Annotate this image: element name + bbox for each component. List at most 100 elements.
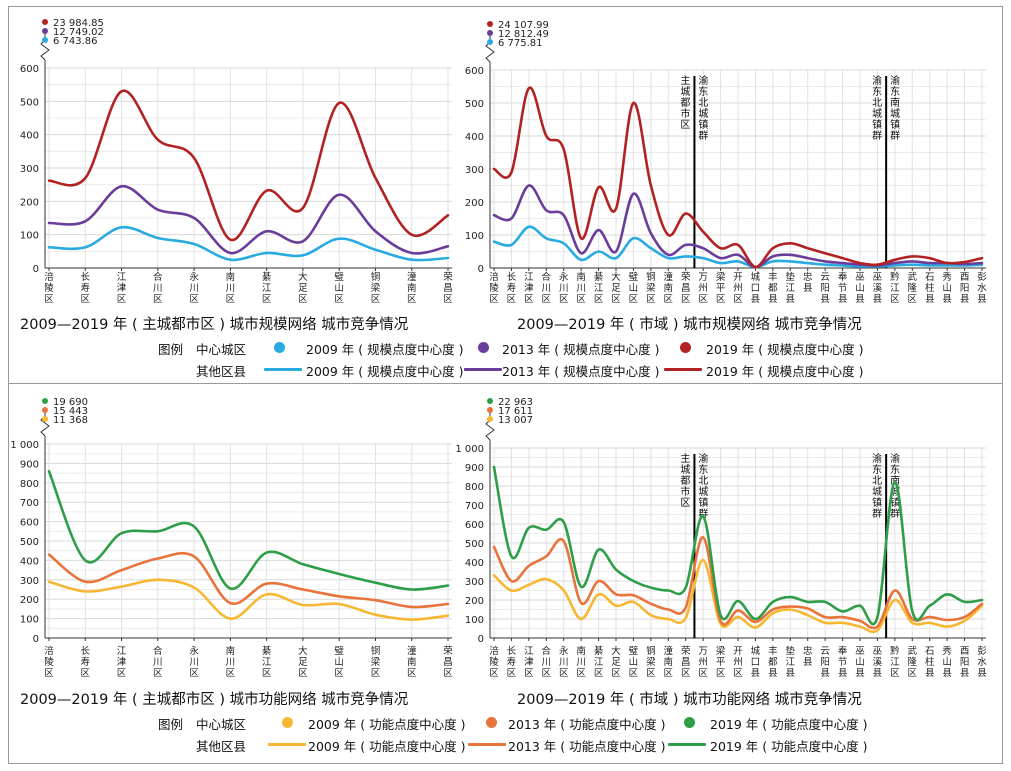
data-point [338, 102, 340, 104]
data-point [911, 610, 914, 613]
axis-break [40, 407, 50, 437]
x-tick-label: 巫 [873, 646, 883, 657]
data-point [981, 257, 983, 259]
y-tick-label: 900 [20, 459, 39, 470]
data-point [719, 614, 722, 616]
data-point [493, 168, 495, 170]
axis-break-marker [42, 398, 48, 404]
data-point [580, 585, 582, 588]
data-point [859, 625, 861, 628]
x-tick-label: 都 [768, 283, 778, 294]
x-tick-label: 永 [559, 271, 569, 283]
data-point [632, 594, 635, 597]
data-point [229, 587, 232, 590]
data-point [859, 620, 861, 622]
region-label: 群 [890, 129, 900, 142]
x-tick-label: 璧 [629, 645, 639, 657]
region-label: 群 [698, 129, 708, 142]
x-tick-label: 区 [890, 294, 900, 305]
x-tick-label: 梁 [371, 282, 381, 294]
data-point [615, 568, 617, 571]
x-tick-label: 隆 [908, 282, 918, 294]
x-tick-label: 涪 [489, 645, 499, 657]
data-point [120, 185, 123, 188]
data-point [545, 135, 548, 137]
data-point [737, 616, 739, 618]
x-tick-label: 璧 [629, 271, 639, 283]
data-point [981, 262, 983, 264]
data-point [302, 254, 304, 257]
x-tick-label: 南 [576, 271, 586, 283]
x-tick-label: 区 [576, 294, 586, 305]
data-point [806, 601, 809, 603]
x-tick-label: 区 [81, 668, 91, 679]
x-tick-label: 柱 [925, 282, 935, 294]
x-tick-label: 山 [629, 657, 639, 668]
x-tick-label: 江 [786, 657, 796, 668]
x-tick-label: 县 [820, 668, 830, 679]
x-tick-label: 陵 [44, 657, 54, 668]
x-tick-label: 合 [153, 271, 163, 283]
x-tick-label: 县 [768, 668, 778, 679]
x-tick-label: 区 [629, 294, 639, 305]
legend-line [668, 743, 706, 746]
data-point [447, 584, 449, 587]
region-label: 市 [680, 107, 690, 120]
data-point [911, 260, 914, 263]
data-point [302, 240, 304, 243]
y-tick-label: 100 [20, 231, 39, 242]
data-point [338, 193, 340, 196]
data-point [650, 184, 652, 187]
data-point [615, 257, 617, 259]
x-tick-label: 荣 [443, 271, 453, 283]
data-point [667, 608, 670, 611]
x-tick-label: 足 [298, 283, 308, 294]
data-point [157, 138, 159, 141]
series-line [47, 551, 450, 609]
y-tick-label: 500 [465, 539, 484, 550]
y-tick-label: 100 [465, 231, 484, 242]
data-point [719, 620, 722, 622]
legend-item-2019: 2019 年 ( 功能点度中心度 ) [710, 717, 868, 732]
data-point [580, 237, 582, 240]
axis-break-marker [487, 21, 493, 27]
data-point [702, 536, 704, 539]
x-tick-label: 县 [751, 294, 761, 305]
x-tick-label: 江 [594, 283, 604, 294]
x-tick-label: 合 [542, 645, 552, 657]
x-tick-label: 区 [117, 668, 127, 679]
region-label: 城 [872, 486, 882, 498]
data-point [157, 237, 159, 239]
x-tick-label: 区 [594, 668, 604, 679]
data-point [702, 515, 704, 518]
data-point [84, 580, 87, 583]
data-point [841, 264, 844, 267]
x-tick-label: 川 [153, 657, 163, 668]
data-point [772, 260, 774, 263]
series-line [492, 535, 984, 630]
x-tick-label: 节 [838, 657, 848, 668]
x-tick-label: 昌 [681, 657, 691, 668]
data-point [493, 466, 495, 468]
x-tick-label: 开 [733, 272, 743, 283]
data-point [911, 263, 914, 266]
x-tick-label: 垫 [786, 645, 796, 657]
x-tick-label: 云 [820, 272, 830, 283]
y-tick-label: 0 [33, 264, 39, 275]
data-point [981, 599, 983, 601]
data-point [193, 217, 195, 219]
y-tick-label: 700 [465, 501, 484, 512]
data-point [789, 254, 792, 256]
region-label: 城 [698, 486, 708, 498]
legend-line [268, 743, 306, 746]
data-point [338, 237, 340, 240]
x-tick-label: 区 [594, 294, 604, 305]
data-point [410, 588, 413, 591]
y-tick-label: 600 [465, 66, 484, 77]
region-label: 群 [872, 507, 882, 520]
data-point [719, 247, 722, 249]
legend-other-label: 其他区县 [196, 739, 247, 754]
x-tick-label: 南 [407, 282, 417, 294]
x-tick-label: 永 [189, 271, 199, 283]
x-tick-label: 城 [751, 272, 761, 283]
